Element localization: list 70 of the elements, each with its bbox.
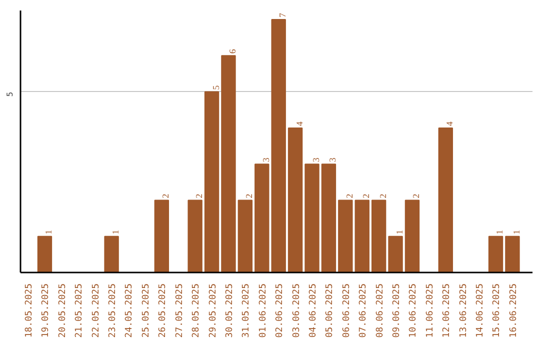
- data-label: 2: [160, 194, 171, 198]
- bar: [188, 200, 202, 272]
- bar: [338, 200, 353, 272]
- bar: [254, 164, 270, 272]
- bar: [505, 236, 520, 272]
- data-label: 2: [411, 194, 422, 198]
- data-label: 5: [210, 84, 221, 90]
- bar: [154, 200, 170, 272]
- x-tick-label: 08.06.2025: [375, 283, 386, 338]
- bar: [304, 164, 320, 272]
- data-label: 1: [110, 230, 121, 234]
- data-label: 4: [444, 120, 455, 126]
- x-tick-label: 03.06.2025: [292, 283, 302, 338]
- x-tick-label: 11.06.2025: [425, 283, 436, 338]
- x-tick-label: 22.05.2025: [91, 283, 102, 338]
- data-label: 3: [260, 157, 271, 162]
- data-label: 1: [394, 230, 405, 234]
- bar: [221, 55, 236, 272]
- x-tick-label: 26.05.2025: [158, 283, 168, 338]
- x-tick-label: 05.06.2025: [325, 283, 336, 338]
- x-tick-label: 23.05.2025: [108, 283, 118, 338]
- bar: [371, 200, 386, 272]
- data-label: 3: [311, 157, 321, 162]
- x-tick-label: 25.05.2025: [141, 283, 152, 338]
- x-tick-label: 07.06.2025: [358, 283, 369, 338]
- bar: [438, 127, 453, 272]
- x-tick-label: 01.06.2025: [258, 283, 268, 338]
- bar: [354, 200, 370, 272]
- bar: [388, 236, 403, 272]
- x-tick-label: 21.05.2025: [74, 283, 85, 338]
- bar: [238, 200, 253, 272]
- data-label: 2: [194, 194, 204, 198]
- x-tick-label: 24.05.2025: [124, 283, 135, 338]
- x-tick-label: 14.06.2025: [476, 283, 486, 338]
- x-tick-label: 10.06.2025: [408, 283, 419, 338]
- data-label: 4: [294, 120, 304, 126]
- data-label: 1: [44, 230, 54, 234]
- x-tick-label: 02.06.2025: [275, 283, 286, 338]
- bar: [37, 236, 52, 272]
- x-tick-label: 13.06.2025: [458, 283, 469, 338]
- bar: [321, 164, 336, 272]
- x-tick-label: 27.05.2025: [174, 283, 185, 338]
- x-tick-label: 09.06.2025: [392, 283, 402, 338]
- data-label: 2: [361, 194, 372, 198]
- x-tick-label: 15.06.2025: [492, 283, 502, 338]
- x-tick-label: 12.06.2025: [442, 283, 452, 338]
- bar: [288, 127, 303, 272]
- data-label: 2: [344, 194, 354, 198]
- data-label: 6: [227, 48, 238, 54]
- data-label: 3: [328, 157, 338, 162]
- bar: [488, 236, 504, 272]
- x-tick-label: 28.05.2025: [192, 283, 202, 338]
- x-tick-label: 31.05.2025: [242, 283, 252, 338]
- bar: [104, 236, 119, 272]
- data-label: 2: [378, 194, 388, 198]
- x-tick-label: 04.06.2025: [308, 283, 318, 338]
- x-tick-label: 16.06.2025: [508, 283, 519, 338]
- x-tick-label: 29.05.2025: [208, 283, 218, 338]
- bar: [271, 19, 286, 272]
- data-label: 2: [244, 194, 254, 198]
- bar: [404, 200, 420, 272]
- x-tick-label: 19.05.2025: [41, 283, 52, 338]
- x-tick-label: 20.05.2025: [58, 283, 68, 338]
- data-label: 1: [511, 230, 522, 234]
- data-label: 7: [278, 12, 288, 18]
- bar: [204, 91, 220, 272]
- x-tick-label: 18.05.2025: [24, 283, 35, 338]
- x-tick-label: 06.06.2025: [342, 283, 352, 338]
- x-tick-label: 30.05.2025: [224, 283, 235, 338]
- data-label: 1: [494, 230, 505, 234]
